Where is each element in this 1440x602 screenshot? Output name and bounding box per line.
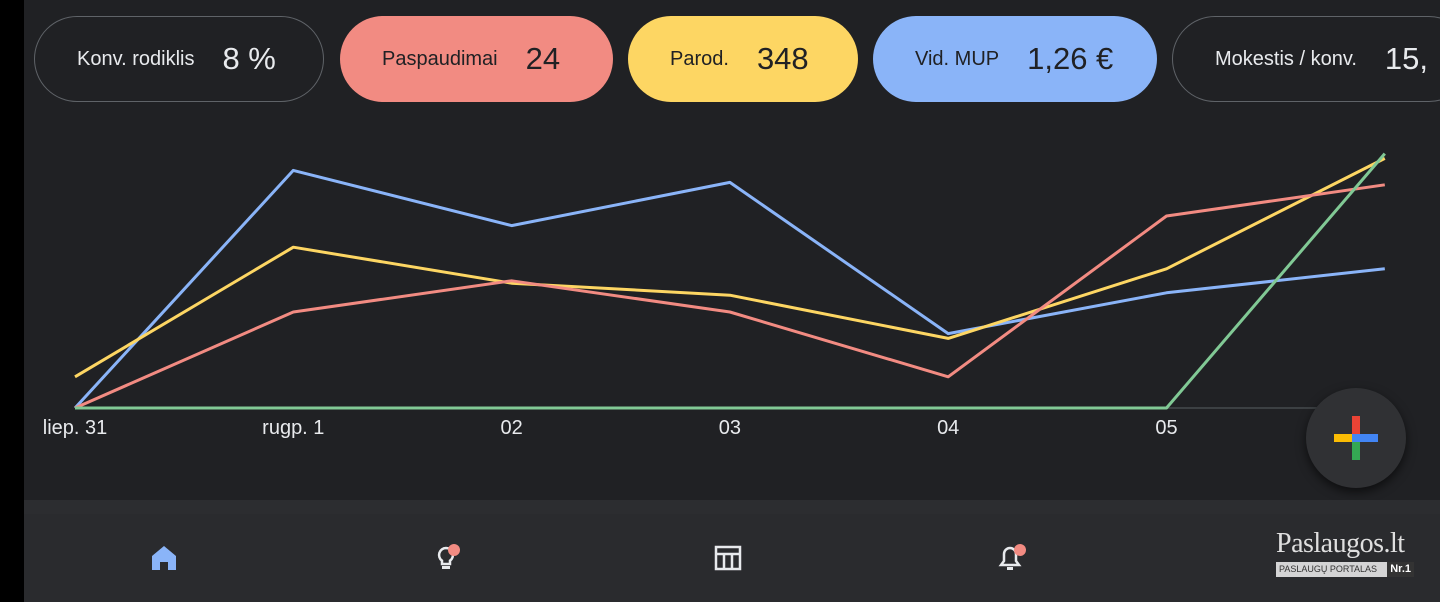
performance-line-chart: liep. 31 rugp. 1 02 03 04 05 xyxy=(43,152,1386,439)
x-tick-label: rugp. 1 xyxy=(262,417,324,439)
x-tick-label: 02 xyxy=(500,417,522,439)
metric-chip-clicks[interactable]: Paspaudimai 24 xyxy=(340,16,613,102)
metric-chip-cost-per-conversion[interactable]: Mokestis / konv. 15, xyxy=(1172,16,1440,102)
series-line-2 xyxy=(74,183,1386,410)
notification-badge xyxy=(1014,544,1026,556)
watermark-subtitle: PASLAUGŲ PORTALAS Nr.1 xyxy=(1276,562,1414,577)
nav-campaigns[interactable] xyxy=(704,538,752,578)
table-icon xyxy=(714,545,742,571)
watermark-title: Paslaugos.lt xyxy=(1276,528,1405,559)
metric-chip-impressions[interactable]: Parod. 348 xyxy=(628,16,858,102)
series-line-3 xyxy=(75,152,1386,410)
metric-chip-conversion-rate[interactable]: Konv. rodiklis 8 % xyxy=(34,16,324,102)
metric-label: Konv. rodiklis xyxy=(77,47,195,70)
paslaugos-watermark: Paslaugos.lt PASLAUGŲ PORTALAS Nr.1 xyxy=(1276,528,1416,580)
metric-value: 348 xyxy=(756,41,809,76)
bell-icon xyxy=(998,546,1022,570)
nav-overview[interactable] xyxy=(140,538,188,578)
bottom-navigation xyxy=(24,514,1440,602)
x-tick-label: 03 xyxy=(719,417,741,439)
x-tick-label: liep. 31 xyxy=(43,417,108,439)
nav-recommendations[interactable] xyxy=(422,538,470,578)
metric-label: Mokestis / konv. xyxy=(1215,47,1357,70)
series-line-0 xyxy=(73,168,1385,410)
watermark-subtitle-text: PASLAUGŲ PORTALAS xyxy=(1279,564,1378,574)
nav-notifications[interactable] xyxy=(986,538,1034,578)
x-tick-label: 04 xyxy=(937,417,959,439)
notification-badge xyxy=(448,544,460,556)
metric-label: Vid. MUP xyxy=(915,47,1000,70)
metric-value: 8 % xyxy=(222,41,276,76)
app-screen: Konv. rodiklis 8 % Paspaudimai 24 Parod.… xyxy=(24,0,1440,602)
series-line-1 xyxy=(74,157,1386,379)
metric-chip-avg-cpc[interactable]: Vid. MUP 1,26 € xyxy=(873,16,1157,102)
metric-label: Paspaudimai xyxy=(382,47,498,70)
home-icon xyxy=(152,546,176,570)
metric-value: 24 xyxy=(525,41,561,76)
metric-value: 1,26 € xyxy=(1027,41,1114,76)
content-divider xyxy=(24,500,1440,514)
watermark-badge: Nr.1 xyxy=(1387,562,1414,577)
metric-value: 15, xyxy=(1384,41,1429,76)
google-plus-icon xyxy=(1334,416,1378,460)
x-tick-label: 05 xyxy=(1155,417,1177,439)
metric-label: Parod. xyxy=(670,47,729,70)
add-fab-button[interactable] xyxy=(1306,388,1406,488)
